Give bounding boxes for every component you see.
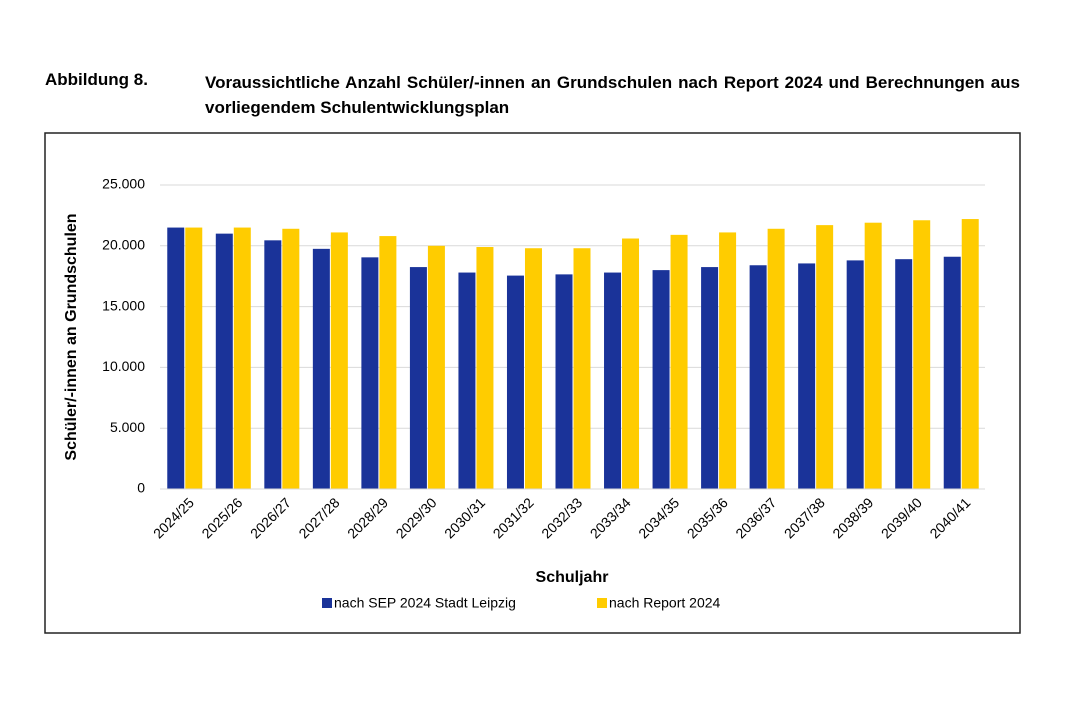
bar [379,236,397,489]
y-axis-title: Schüler/-innen an Grundschulen [63,213,80,460]
bar [846,260,864,489]
y-tick-label: 25.000 [102,176,145,192]
x-tick-label: 2032/33 [538,494,585,541]
bar [961,219,979,489]
x-tick-label: 2031/32 [490,494,537,541]
chart-title: Voraussichtliche Anzahl Schüler/-innen a… [205,73,1020,117]
bar [767,228,785,489]
bar [895,259,913,489]
x-tick-label: 2029/30 [393,494,440,541]
bar [167,227,185,489]
bar [409,267,427,489]
y-tick-label: 5.000 [110,419,145,435]
x-tick-label: 2039/40 [878,494,925,541]
x-tick-label: 2030/31 [441,494,488,541]
bar [282,228,300,489]
x-tick-label: 2040/41 [926,494,973,541]
y-tick-label: 10.000 [102,358,145,374]
y-tick-label: 15.000 [102,297,145,313]
bar [427,245,445,489]
bar [749,265,767,489]
bar [652,270,670,489]
bar [670,234,688,489]
x-tick-label: 2028/29 [344,494,391,541]
y-tick-label: 0 [137,480,145,496]
y-tick-label: 20.000 [102,237,145,253]
legend-swatch [597,598,607,608]
bar [312,248,330,489]
x-tick-label: 2024/25 [150,494,197,541]
bar [555,274,573,489]
x-tick-label: 2027/28 [295,494,342,541]
legend-label: nach Report 2024 [609,595,721,611]
bar [604,272,622,489]
bar [913,220,931,489]
x-tick-label: 2034/35 [635,494,682,541]
bar [264,240,282,489]
bar [476,247,494,489]
x-tick-label: 2036/37 [732,494,779,541]
x-tick-label: 2038/39 [829,494,876,541]
legend-swatch [322,598,332,608]
x-tick-label: 2025/26 [198,494,245,541]
bar [864,222,882,490]
figure-label: Abbildung 8. [45,70,148,89]
bar [524,248,542,489]
bar [458,272,476,489]
bar [701,267,719,489]
bar [622,238,640,489]
bar [330,232,348,489]
chart-frame [44,132,1021,634]
bar [816,225,834,490]
bar [943,256,961,489]
x-tick-label: 2033/34 [587,494,634,541]
x-axis-title: Schuljahr [536,569,609,586]
legend-label: nach SEP 2024 Stadt Leipzig [334,595,516,611]
bar [798,263,816,489]
bar [185,227,203,489]
bar [215,233,233,489]
x-tick-label: 2026/27 [247,494,294,541]
bar [719,232,737,489]
bar [361,257,379,489]
bar [506,275,524,489]
bar [573,248,591,489]
x-tick-label: 2035/36 [684,494,731,541]
bar [233,227,251,489]
x-tick-label: 2037/38 [781,494,828,541]
